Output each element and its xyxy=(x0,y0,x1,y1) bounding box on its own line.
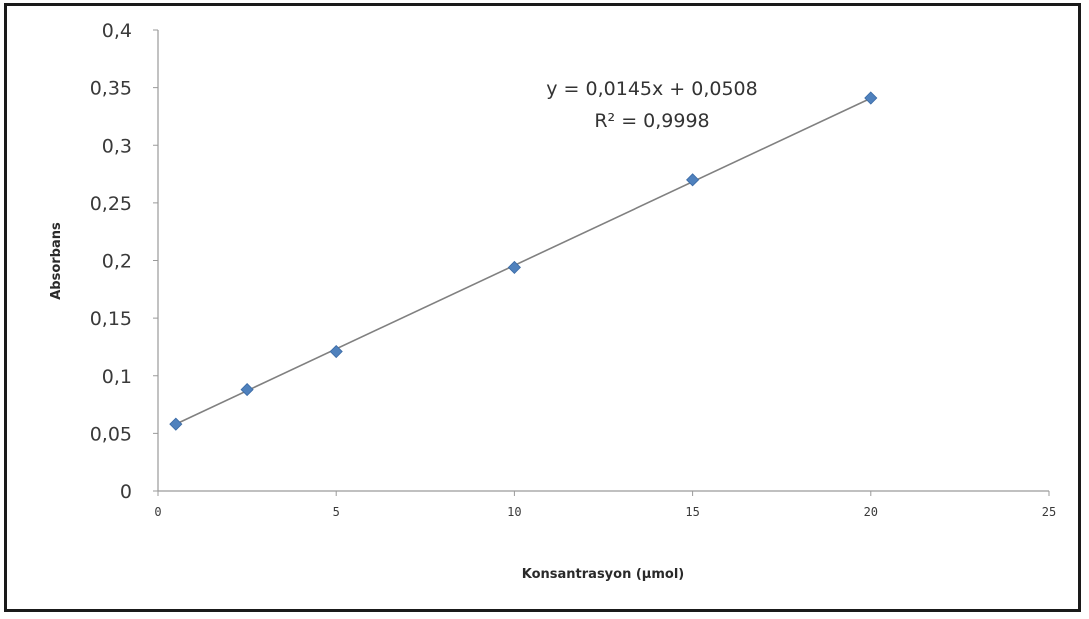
x-tick-labels: 0 5 10 15 20 25 xyxy=(154,505,1056,519)
x-tick-label: 0 xyxy=(154,505,161,519)
x-tick-label: 25 xyxy=(1042,505,1056,519)
x-axis-title: Konsantrasyon (µmol) xyxy=(522,567,685,582)
data-point-marker xyxy=(864,91,878,105)
trendline-equation: y = 0,0145x + 0,0508 xyxy=(546,78,757,100)
data-point-marker xyxy=(686,173,700,187)
y-tick-label: 0,25 xyxy=(90,193,132,215)
x-tick-label: 10 xyxy=(507,505,521,519)
data-points xyxy=(169,91,878,431)
y-tick-label: 0,4 xyxy=(102,20,132,42)
y-tick-label: 0 xyxy=(120,481,132,503)
y-tick-label: 0,05 xyxy=(90,423,132,445)
y-tick-label: 0,35 xyxy=(90,78,132,100)
x-tick-label: 15 xyxy=(685,505,699,519)
trendline xyxy=(175,97,872,425)
y-tick-label: 0,15 xyxy=(90,308,132,330)
data-point-marker xyxy=(507,260,521,274)
y-tick-label: 0,2 xyxy=(102,251,132,273)
chart-frame xyxy=(4,3,1081,612)
chart-axes xyxy=(153,29,1050,496)
data-point-marker xyxy=(240,383,254,397)
y-tick-labels: 0 0,05 0,1 0,15 0,2 0,25 0,3 0,35 0,4 xyxy=(90,20,132,503)
y-tick-label: 0,3 xyxy=(102,135,132,157)
x-tick-label: 5 xyxy=(333,505,340,519)
trendline-r-squared: R² = 0,9998 xyxy=(594,110,709,132)
data-point-marker xyxy=(169,417,183,431)
x-tick-label: 20 xyxy=(864,505,878,519)
trendline-group xyxy=(175,97,872,425)
y-tick-label: 0,1 xyxy=(102,366,132,388)
data-point-marker xyxy=(329,344,343,359)
y-axis-title: Absorbans xyxy=(49,222,64,300)
